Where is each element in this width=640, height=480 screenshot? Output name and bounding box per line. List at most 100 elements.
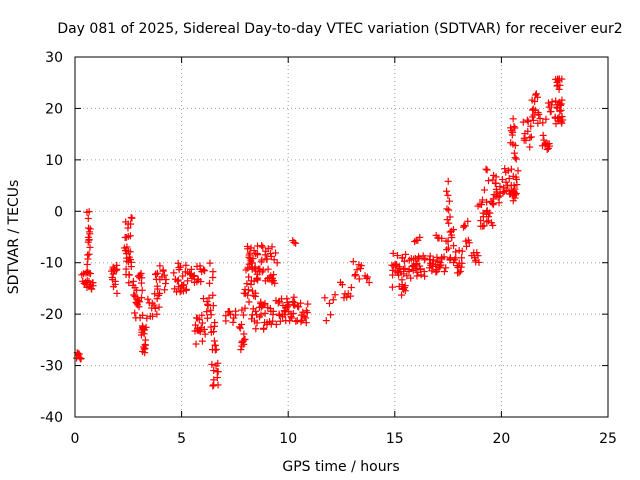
data-point (554, 117, 562, 125)
data-point (245, 298, 253, 306)
data-point (292, 239, 300, 247)
data-point (448, 234, 456, 242)
data-point (86, 225, 94, 233)
data-point (483, 166, 491, 174)
data-point (149, 312, 157, 320)
data-point (321, 294, 329, 302)
data-point (417, 271, 425, 279)
data-point (214, 359, 222, 367)
data-point (173, 277, 181, 285)
data-point (526, 143, 534, 151)
data-point (109, 270, 117, 278)
data-point (89, 279, 97, 287)
data-point (502, 178, 510, 186)
data-point (260, 301, 268, 309)
data-point (480, 222, 488, 230)
data-point (444, 177, 452, 185)
data-point (85, 250, 93, 258)
data-point (461, 222, 469, 230)
data-point (455, 269, 463, 277)
data-point (156, 262, 164, 270)
data-point (170, 269, 178, 277)
x-tick-label: 15 (386, 431, 404, 447)
data-point (401, 264, 409, 272)
data-point (270, 271, 278, 279)
data-point (398, 291, 406, 299)
data-point (214, 381, 222, 389)
data-point (512, 189, 520, 197)
data-point (259, 266, 267, 274)
x-tick-label: 0 (71, 431, 80, 447)
data-point (388, 283, 396, 291)
y-tick-label: -40 (40, 410, 63, 426)
data-point (177, 263, 185, 271)
data-point (127, 220, 135, 228)
data-point (395, 271, 403, 279)
data-point (232, 307, 240, 315)
data-point (513, 175, 521, 183)
data-point (524, 118, 532, 126)
data-point (141, 341, 149, 349)
data-point (254, 274, 262, 282)
data-point (125, 279, 133, 287)
data-point (351, 271, 359, 279)
data-point (211, 346, 219, 354)
data-point (493, 188, 501, 196)
data-point (355, 275, 363, 283)
data-point (196, 262, 204, 270)
data-point (204, 300, 212, 308)
data-point (76, 354, 84, 362)
data-point (539, 131, 547, 139)
data-point (108, 273, 116, 281)
data-point (207, 311, 215, 319)
data-point (522, 136, 530, 144)
y-axis-label: SDTVAR / TECUs (6, 180, 22, 295)
data-point (347, 284, 355, 292)
data-point (401, 284, 409, 292)
data-point (438, 234, 446, 242)
data-point (83, 277, 91, 285)
data-point (150, 301, 158, 309)
data-point (126, 232, 134, 240)
data-point (536, 114, 544, 122)
data-point (111, 280, 119, 288)
data-point (257, 258, 265, 266)
data-point (192, 340, 200, 348)
data-point (210, 376, 218, 384)
data-point (446, 213, 454, 221)
data-point (189, 272, 197, 280)
data-point (199, 295, 207, 303)
data-point (304, 300, 312, 308)
data-point (463, 242, 471, 250)
data-point (241, 304, 249, 312)
data-point (134, 297, 142, 305)
data-point (492, 173, 500, 181)
data-point (504, 167, 512, 175)
data-point (445, 206, 453, 214)
data-point (203, 314, 211, 322)
data-point (398, 254, 406, 262)
data-point (452, 248, 460, 256)
data-point (442, 264, 450, 272)
data-point (556, 107, 564, 115)
data-point (509, 128, 517, 136)
data-point (290, 293, 298, 301)
data-point (127, 214, 135, 222)
data-point (143, 314, 151, 322)
data-point (240, 340, 248, 348)
data-point (530, 111, 538, 119)
data-point (200, 266, 208, 274)
data-point (88, 285, 96, 293)
data-point (458, 259, 466, 267)
data-point (258, 242, 266, 250)
axis-ticks: 0 5 10 15 20 25 -40 -30 -20 -10 0 10 20 30 (40, 50, 617, 447)
data-point (113, 265, 121, 273)
data-point (480, 186, 488, 194)
data-point (86, 243, 94, 251)
data-point (128, 214, 136, 222)
data-point (473, 249, 481, 257)
data-point (542, 115, 550, 123)
data-point (138, 294, 146, 302)
data-point (245, 286, 253, 294)
data-point (449, 226, 457, 234)
